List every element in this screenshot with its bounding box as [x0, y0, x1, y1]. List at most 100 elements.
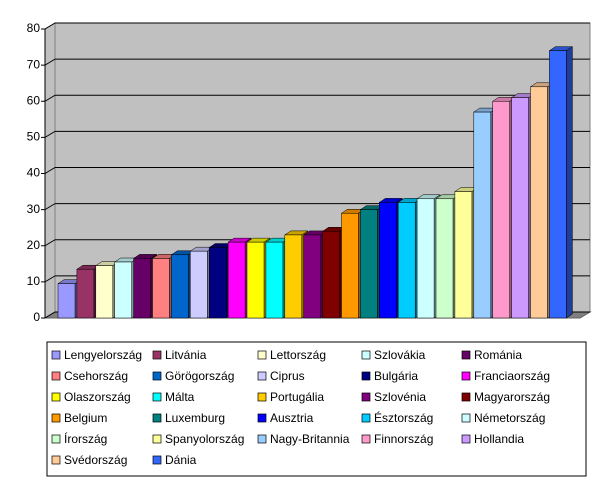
grid-line	[44, 58, 56, 66]
legend-label: Luxemburg	[165, 411, 225, 425]
bar	[397, 202, 416, 319]
bar	[530, 86, 548, 319]
y-tick-label: 60	[27, 93, 41, 107]
grid-line	[44, 311, 56, 319]
legend-label: Litvánia	[165, 348, 207, 362]
bar	[133, 258, 151, 319]
legend-label: Nagy-Britannia	[270, 432, 350, 446]
legend	[46, 341, 587, 477]
bar	[265, 241, 284, 319]
bar	[171, 254, 189, 319]
grid-line	[44, 130, 56, 138]
legend-swatch	[461, 434, 471, 444]
legend-label: Magyarország	[474, 390, 550, 404]
bar	[435, 198, 454, 319]
bar	[341, 212, 359, 319]
bar	[208, 247, 227, 319]
legend-swatch	[51, 392, 61, 402]
bar	[492, 101, 510, 319]
legend-label: Málta	[165, 390, 195, 404]
legend-swatch	[461, 350, 471, 360]
legend-swatch	[152, 392, 162, 402]
bar	[95, 265, 114, 319]
grid-line	[44, 203, 56, 211]
bar	[76, 268, 95, 319]
legend-label: Franciaország	[474, 369, 550, 383]
legend-label: Dánia	[165, 453, 197, 467]
bar	[473, 111, 492, 319]
legend-label: Németország	[474, 411, 545, 425]
bar	[360, 209, 378, 319]
legend-label: Belgium	[64, 411, 107, 425]
grid-line	[44, 167, 56, 174]
legend-swatch	[152, 455, 162, 465]
legend-label: Lettország	[270, 348, 326, 362]
bar	[303, 234, 321, 319]
legend-label: Románia	[474, 348, 522, 362]
legend-swatch	[361, 392, 371, 402]
legend-swatch	[51, 350, 61, 360]
y-tick-label: 10	[27, 274, 41, 288]
grid-line	[44, 94, 56, 102]
legend-swatch	[152, 434, 162, 444]
legend-swatch	[51, 434, 61, 444]
legend-label: Szlovákia	[374, 348, 426, 362]
bar	[511, 97, 529, 319]
legend-label: Finnország	[374, 432, 433, 446]
legend-swatch	[361, 371, 371, 381]
y-tick-label: 20	[27, 238, 41, 252]
legend-swatch	[461, 371, 471, 381]
bar	[549, 50, 567, 319]
legend-label: Írország	[64, 431, 107, 446]
legend-label: Spanyolország	[165, 432, 244, 446]
legend-swatch	[361, 434, 371, 444]
bar	[57, 283, 76, 319]
y-tick-label: 40	[27, 166, 41, 180]
legend-label: Portugália	[270, 390, 324, 404]
grid-line	[44, 22, 56, 30]
y-tick-label: 30	[27, 202, 41, 216]
bar	[152, 258, 170, 319]
bar	[246, 241, 265, 319]
bar	[284, 234, 303, 319]
bar	[454, 191, 473, 319]
legend-label: Hollandia	[474, 432, 524, 446]
bar	[379, 202, 397, 319]
bar	[190, 250, 208, 319]
y-tick-label: 50	[27, 130, 41, 144]
bar	[322, 231, 340, 319]
bar-side	[566, 46, 573, 319]
legend-label: Csehország	[64, 369, 128, 383]
legend-swatch	[257, 413, 267, 423]
legend-label: Szlovénia	[374, 390, 426, 404]
legend-label: Észtország	[374, 410, 433, 425]
legend-swatch	[361, 413, 371, 423]
legend-label: Lengyelország	[64, 348, 142, 362]
legend-swatch	[361, 350, 371, 360]
legend-label: Bulgária	[374, 369, 418, 383]
legend-swatch	[51, 413, 61, 423]
bar	[416, 198, 435, 319]
legend-label: Svédország	[64, 453, 127, 467]
grid-line	[44, 239, 56, 247]
legend-swatch	[51, 371, 61, 381]
bar	[114, 261, 132, 319]
legend-swatch	[152, 371, 162, 381]
legend-label: Görögország	[165, 369, 234, 383]
legend-swatch	[51, 455, 61, 465]
legend-swatch	[257, 350, 267, 360]
y-tick-label: 70	[27, 57, 41, 71]
grid-line	[44, 275, 56, 283]
legend-label: Ausztria	[270, 411, 314, 425]
legend-swatch	[257, 371, 267, 381]
legend-swatch	[152, 350, 162, 360]
y-tick-label: 0	[33, 310, 40, 324]
legend-swatch	[461, 413, 471, 423]
legend-swatch	[257, 434, 267, 444]
y-tick-label: 80	[27, 21, 41, 35]
legend-swatch	[152, 413, 162, 423]
legend-swatch	[461, 392, 471, 402]
legend-label: Ciprus	[270, 369, 305, 383]
legend-label: Olaszország	[64, 390, 131, 404]
